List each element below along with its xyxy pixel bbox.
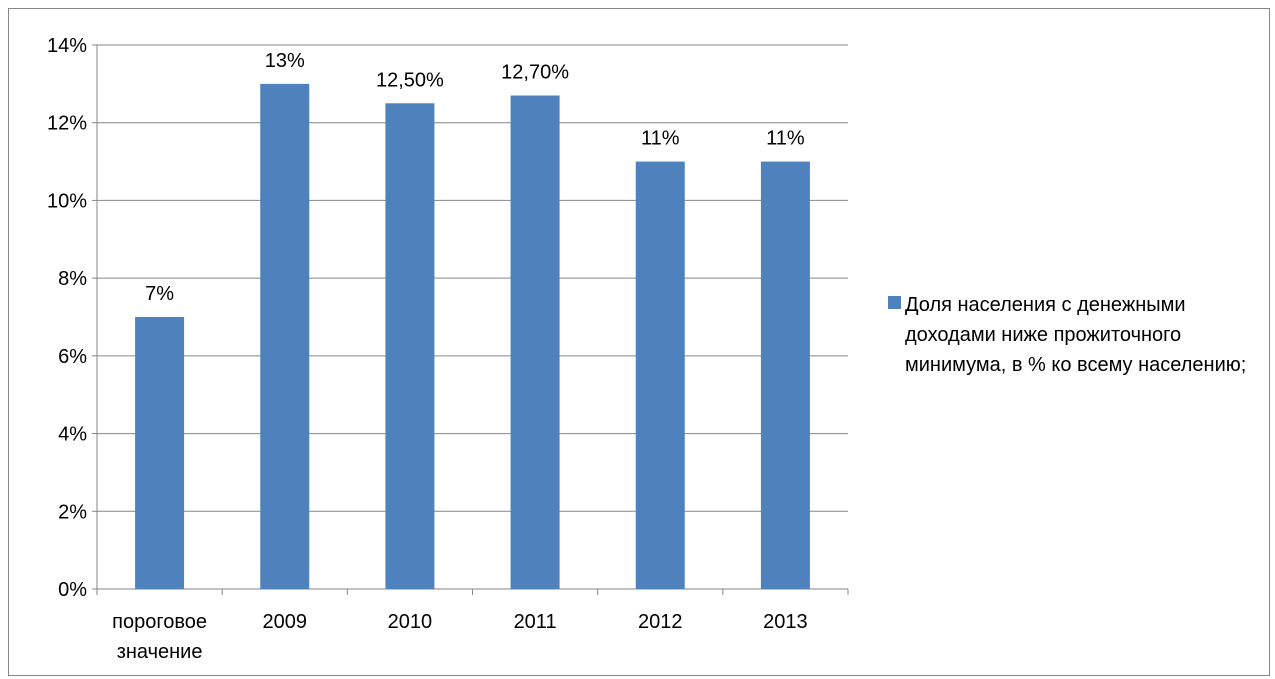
x-tick-label: 2013 bbox=[763, 611, 808, 633]
x-tick-labels: пороговое значение 2009 2010 2011 2012 2013 bbox=[112, 611, 807, 663]
legend-label: Доля населения с денежными доходами ниже… bbox=[905, 294, 1247, 376]
y-tick-labels: 0% 2% 4% 6% 8% 10% 12% 14% bbox=[47, 35, 87, 601]
y-tick-label: 6% bbox=[58, 346, 87, 368]
data-label: 12,70% bbox=[501, 62, 569, 84]
bar bbox=[135, 317, 185, 589]
bar bbox=[760, 161, 810, 590]
x-tick-label: 2012 bbox=[638, 611, 683, 633]
legend: Доля населения с денежными доходами ниже… bbox=[888, 290, 1268, 380]
legend-swatch bbox=[888, 296, 901, 309]
x-tick-label: пороговое bbox=[112, 611, 207, 633]
y-tick-label: 12% bbox=[47, 113, 87, 135]
x-tick-label: 2011 bbox=[514, 611, 557, 633]
data-labels: 7% 13% 12,50% 12,70% 11% 11% bbox=[145, 50, 805, 305]
bar bbox=[260, 83, 310, 589]
y-tick-label: 14% bbox=[47, 35, 87, 57]
data-label: 12,50% bbox=[376, 69, 444, 91]
data-label: 7% bbox=[145, 283, 174, 305]
y-tick-label: 2% bbox=[58, 501, 87, 523]
bar bbox=[510, 95, 560, 589]
data-label: 13% bbox=[265, 50, 305, 72]
x-tick-label: 2009 bbox=[263, 611, 308, 633]
y-tick-label: 4% bbox=[58, 424, 87, 446]
y-tick-label: 0% bbox=[58, 579, 87, 601]
data-label: 11% bbox=[641, 128, 680, 150]
bar bbox=[635, 161, 685, 590]
x-tick-label: значение bbox=[117, 641, 203, 663]
x-tick-label: 2010 bbox=[388, 611, 433, 633]
y-tick-label: 10% bbox=[47, 190, 87, 212]
gridlines bbox=[97, 44, 848, 512]
bars bbox=[135, 83, 810, 590]
data-label: 11% bbox=[766, 128, 805, 150]
y-tick-label: 8% bbox=[58, 268, 87, 290]
axes bbox=[92, 44, 849, 595]
bar bbox=[385, 103, 435, 590]
